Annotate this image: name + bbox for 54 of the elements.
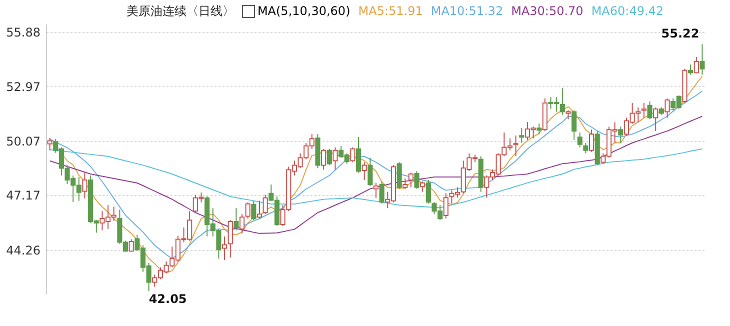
y-tick-label: 50.07 <box>6 134 40 148</box>
candlestick <box>694 56 699 74</box>
candlestick <box>688 64 694 76</box>
candlestick <box>350 146 356 163</box>
candlestick <box>373 182 379 198</box>
candlestick <box>321 148 326 170</box>
y-tick-label: 44.26 <box>6 243 40 258</box>
candlestick <box>402 178 408 190</box>
candlestick <box>577 132 582 148</box>
candlestick <box>618 126 624 144</box>
candlestick <box>82 172 88 199</box>
text: MA60:49.42 <box>591 4 664 18</box>
chart-title: 美原油连续〈日线〉 <box>126 2 234 20</box>
candlestick <box>356 136 362 174</box>
candlestick <box>583 142 588 154</box>
candlestick <box>245 202 250 220</box>
text: MA5:51.91 <box>358 4 423 18</box>
candlestick <box>47 138 52 151</box>
candlestick <box>362 162 367 180</box>
candlestick <box>251 200 256 221</box>
candlestick <box>572 110 577 140</box>
candlestick <box>513 135 518 157</box>
candlestick <box>443 192 448 219</box>
candlestick <box>262 194 268 215</box>
annotation: 55.22 <box>661 26 700 40</box>
candlestick <box>426 180 431 204</box>
annotation: 42.05 <box>148 292 187 306</box>
candlestick <box>128 238 134 252</box>
candlestick <box>653 106 658 132</box>
candlestick <box>396 162 402 190</box>
y-tick-label: 55.88 <box>6 25 40 40</box>
candlestick <box>519 128 524 144</box>
candlestick <box>326 148 332 166</box>
legend-title: MA(5,10,30,60) <box>256 4 350 18</box>
candlestick <box>239 214 245 234</box>
text: MA10:51.32 <box>430 4 504 18</box>
candlestick <box>536 123 542 135</box>
candlestick <box>234 208 239 231</box>
candlestick <box>700 44 705 76</box>
candlestick <box>664 98 670 118</box>
candlestick <box>560 88 565 116</box>
candlestick <box>641 102 646 118</box>
candlestick <box>332 146 338 170</box>
candlestick <box>420 181 426 192</box>
candlestick <box>256 200 262 220</box>
y-tick-label: 47.17 <box>6 188 40 203</box>
candlestick <box>414 170 420 190</box>
candlestick <box>368 157 373 186</box>
candlestick <box>408 172 414 188</box>
text: MA30:50.70 <box>511 4 584 18</box>
candlestick <box>379 181 384 204</box>
y-tick-label: 52.97 <box>6 80 40 94</box>
candlestick <box>647 100 652 120</box>
candlestick <box>588 129 594 152</box>
